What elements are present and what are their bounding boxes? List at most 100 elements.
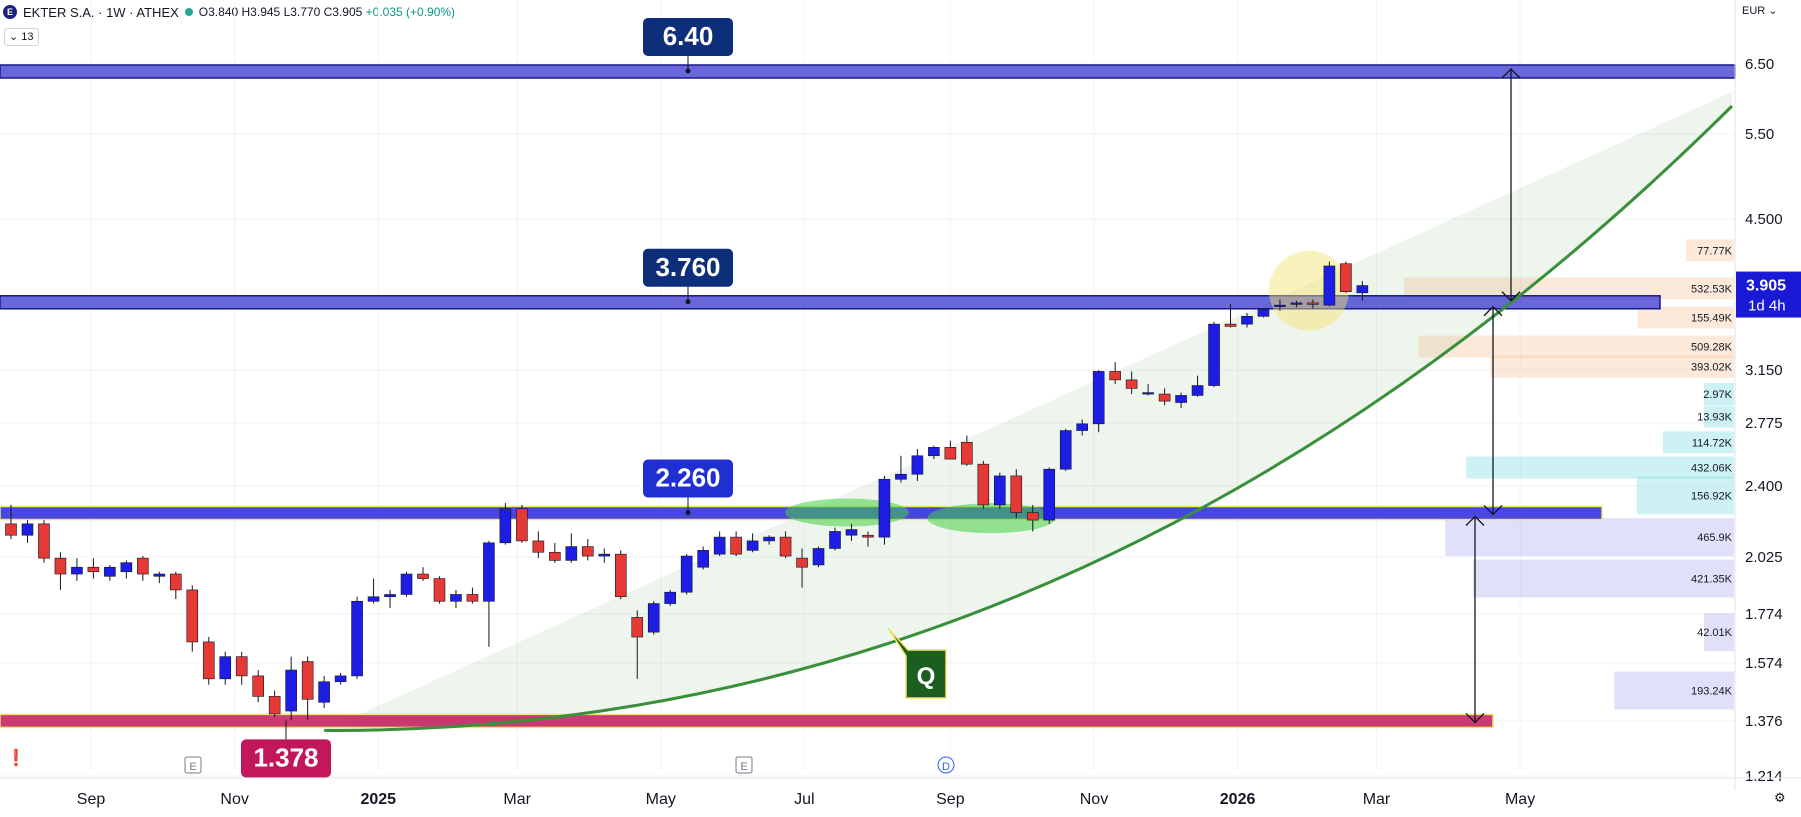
candle-body [614, 553, 627, 598]
highlight-circle [1268, 250, 1349, 331]
level-label-box [241, 739, 331, 778]
candle-body [21, 523, 34, 536]
price-axis-tick: 2.775 [1745, 415, 1783, 432]
candle-body [71, 566, 83, 575]
candle-body [1224, 323, 1237, 327]
arrow-head [1483, 505, 1503, 516]
candle-body [202, 641, 215, 680]
high-value: H3.945 [241, 5, 281, 19]
candle-body [993, 475, 1006, 506]
candle-body [1142, 392, 1154, 395]
candle-body [1307, 302, 1319, 305]
event-marker-badge [184, 756, 202, 774]
volume-profile-label: 114.72K [1692, 437, 1733, 449]
candle-body [746, 540, 759, 551]
candle-body [104, 566, 116, 577]
price-axis-tick: 1.574 [1745, 655, 1783, 672]
volume-profile-bar [1662, 431, 1734, 454]
price-axis-tick: 3.150 [1745, 362, 1783, 379]
candle-body [763, 536, 775, 542]
indicators-toggle[interactable]: ⌄ 13 [4, 28, 39, 46]
volume-profile-label: 156.92K [1691, 490, 1733, 502]
candle-body [301, 661, 314, 700]
market-status-icon [184, 8, 193, 16]
highlight-ellipse [785, 498, 909, 527]
candle-body [664, 591, 677, 604]
volume-profile-label: 421.35K [1691, 574, 1733, 586]
event-marker-label: D [942, 761, 950, 773]
candle-body [483, 542, 495, 602]
event-marker-label: E [740, 761, 747, 773]
time-axis-tick: May [1505, 791, 1535, 808]
last-price-tag [1736, 271, 1801, 318]
time-axis-tick: 2026 [1220, 791, 1256, 808]
candle-body [54, 557, 67, 575]
candle-body [1208, 323, 1220, 386]
volume-profile-label: 13.93K [1697, 412, 1733, 424]
last-price-value: 3.905 [1746, 278, 1786, 295]
time-axis-tick: Nov [1080, 791, 1108, 808]
candle-body [565, 546, 578, 561]
candle-body [812, 548, 825, 566]
candle-body [680, 555, 693, 593]
curve-channel-fill [324, 92, 1732, 731]
arrow-head [1501, 291, 1521, 302]
candle-body [532, 540, 545, 553]
price-axis-tick: 6.50 [1745, 56, 1774, 73]
price-axis-tick: 2.400 [1745, 478, 1783, 495]
candle-body [38, 523, 50, 559]
candle-body [235, 656, 248, 677]
candle-body [417, 573, 429, 579]
candle-body [351, 600, 363, 677]
time-axis-tick: May [646, 791, 676, 808]
time-axis-tick: Mar [1363, 791, 1391, 808]
volume-profile-label: 77.77K [1697, 245, 1733, 257]
price-axis-tick: 1.774 [1745, 606, 1783, 623]
volume-profile-label: 509.28K [1691, 342, 1733, 354]
currency-selector[interactable]: EUR ⌄ [1742, 4, 1778, 17]
candle-body [384, 594, 396, 598]
level-label: 6.40 [643, 18, 733, 74]
candle-body [928, 447, 940, 457]
curve-label-text: Q [917, 663, 936, 690]
arrow-head [1483, 305, 1503, 317]
curve-label-box [887, 627, 947, 699]
candle-body [697, 550, 709, 568]
volume-profile-bar [1614, 671, 1734, 710]
price-axis-tick: 5.50 [1745, 126, 1774, 143]
symbol-title[interactable]: EKTER S.A. · 1W · ATHEX [23, 4, 179, 20]
settings-gear-icon[interactable]: ⚙ [1774, 790, 1786, 805]
level-band [0, 295, 1661, 310]
candle-body [647, 603, 660, 633]
level-label: 1.378 [241, 720, 331, 778]
event-marker-badge [937, 756, 955, 774]
time-axis-tick: Mar [503, 791, 531, 808]
candle-body [433, 578, 446, 602]
arrow-head [1501, 68, 1521, 79]
volume-profile-label: 393.02K [1691, 362, 1733, 374]
candle-body [1290, 302, 1303, 305]
volume-profile-bar [1685, 239, 1734, 262]
event-marker-label: E [189, 761, 196, 773]
candle-body [895, 473, 907, 480]
price-axis-tick: 1.376 [1745, 713, 1783, 730]
candle-body [1323, 265, 1336, 306]
time-axis-tick: 2025 [360, 791, 396, 808]
indicator-count: 13 [21, 31, 34, 43]
candles [5, 261, 1369, 721]
candle-body [334, 675, 347, 683]
grid [0, 0, 1735, 777]
candle-body [944, 447, 957, 460]
candle-body [1340, 263, 1352, 293]
level-label-box [643, 459, 733, 498]
level-band [0, 713, 1494, 729]
highlight-ellipse [927, 503, 1056, 534]
candle-body [631, 617, 644, 638]
candle-body [1175, 395, 1187, 403]
level-label-box [643, 248, 733, 287]
candle-body [730, 536, 742, 555]
symbol-logo-icon: E [3, 5, 17, 19]
candle-body [829, 531, 841, 549]
tradingview-logo-icon: ❗ [6, 750, 26, 767]
